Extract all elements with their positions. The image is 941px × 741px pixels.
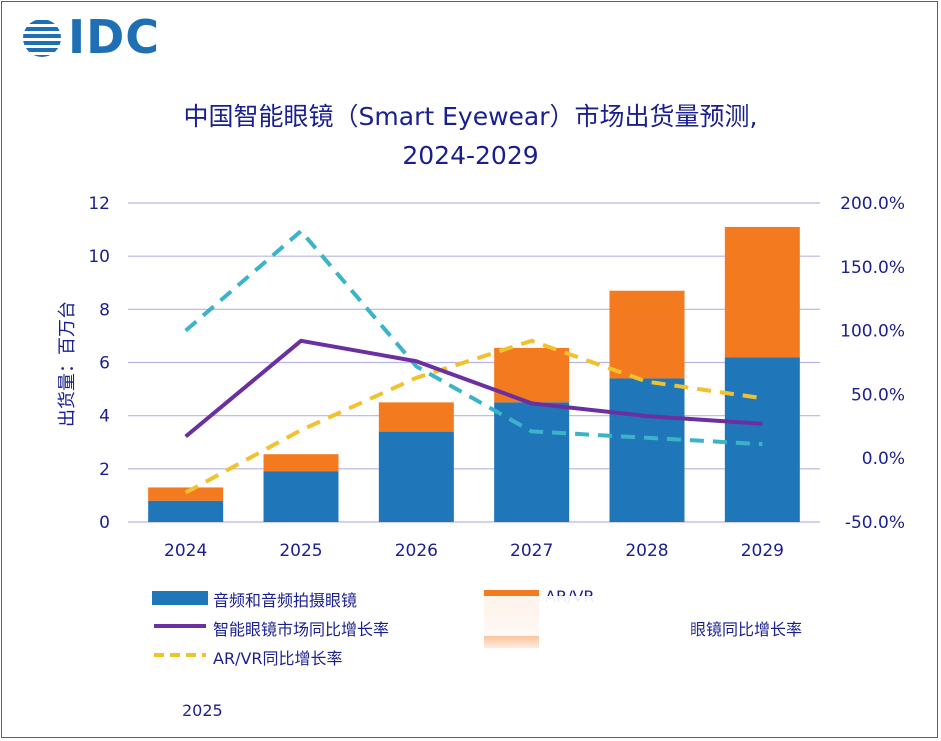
legend-swatch-smart-yoy bbox=[154, 624, 206, 628]
y-tick-label: 6 bbox=[99, 354, 110, 374]
bar-arvr-2029 bbox=[724, 226, 800, 358]
legend-label-arvr-yoy: AR/VR同比增长率 bbox=[213, 649, 343, 668]
gridlines bbox=[128, 202, 820, 523]
bar-audio-2027 bbox=[494, 402, 570, 522]
legend-swatch-audio bbox=[152, 591, 208, 605]
left-axis-ticks: 0 2 4 6 8 10 12 bbox=[88, 194, 110, 533]
legend-label-audio: 音频和音频拍摄眼镜 bbox=[213, 591, 358, 610]
y2-tick-label: 100.0% bbox=[840, 322, 905, 342]
y-tick-label: 0 bbox=[99, 513, 110, 533]
y-tick-label: 2 bbox=[99, 460, 110, 480]
x-axis-ticks: 2024 2025 2026 2027 2028 2029 bbox=[164, 541, 784, 561]
line-smart-yoy bbox=[184, 338, 763, 439]
chart-title-line2: 2024-2029 bbox=[402, 141, 539, 170]
line-layer bbox=[184, 229, 763, 495]
source-redaction-overlay bbox=[10, 702, 188, 722]
redaction-overlay bbox=[430, 596, 700, 636]
source-year: 2025 bbox=[182, 701, 223, 720]
x-tick-label: 2024 bbox=[164, 541, 207, 561]
y-tick-label: 4 bbox=[99, 407, 110, 427]
legend-swatch-arvr-yoy bbox=[154, 653, 206, 657]
x-tick-label: 2028 bbox=[625, 541, 668, 561]
y-tick-label: 12 bbox=[88, 194, 110, 214]
bar-arvr-2024 bbox=[148, 487, 224, 501]
bar-arvr-2028 bbox=[609, 290, 685, 379]
x-tick-label: 2027 bbox=[510, 541, 553, 561]
line-audio-yoy bbox=[184, 229, 763, 447]
y2-tick-label: 50.0% bbox=[851, 385, 905, 405]
bar-audio-2024 bbox=[148, 500, 224, 522]
x-tick-label: 2026 bbox=[395, 541, 438, 561]
bar-audio-2026 bbox=[378, 431, 454, 522]
chart-title-line1: 中国智能眼镜（Smart Eyewear）市场出货量预测, bbox=[183, 102, 758, 131]
right-axis-ticks: -50.0% 0.0% 50.0% 100.0% 150.0% 200.0% bbox=[840, 194, 905, 533]
bar-layer bbox=[148, 226, 800, 522]
bar-audio-2029 bbox=[724, 357, 800, 522]
x-tick-label: 2025 bbox=[279, 541, 322, 561]
x-tick-label: 2029 bbox=[741, 541, 784, 561]
y2-tick-label: 0.0% bbox=[862, 449, 905, 469]
idc-logo-globe-icon bbox=[23, 20, 61, 57]
y-tick-label: 10 bbox=[88, 247, 110, 267]
y-axis-label: 出货量：百万台 bbox=[57, 301, 78, 427]
bar-audio-2025 bbox=[263, 471, 339, 522]
legend-label-smart-yoy: 智能眼镜市场同比增长率 bbox=[213, 620, 390, 639]
y-tick-label: 8 bbox=[99, 300, 110, 320]
y2-tick-label: -50.0% bbox=[845, 513, 905, 533]
legend-label-audio-yoy: 眼镜同比增长率 bbox=[690, 620, 803, 639]
y2-tick-label: 200.0% bbox=[840, 194, 905, 214]
bar-audio-2028 bbox=[609, 378, 685, 522]
idc-logo-text: IDC bbox=[68, 10, 161, 64]
bar-arvr-2025 bbox=[263, 454, 339, 472]
bar-arvr-2026 bbox=[378, 402, 454, 432]
y2-tick-label: 150.0% bbox=[840, 258, 905, 278]
